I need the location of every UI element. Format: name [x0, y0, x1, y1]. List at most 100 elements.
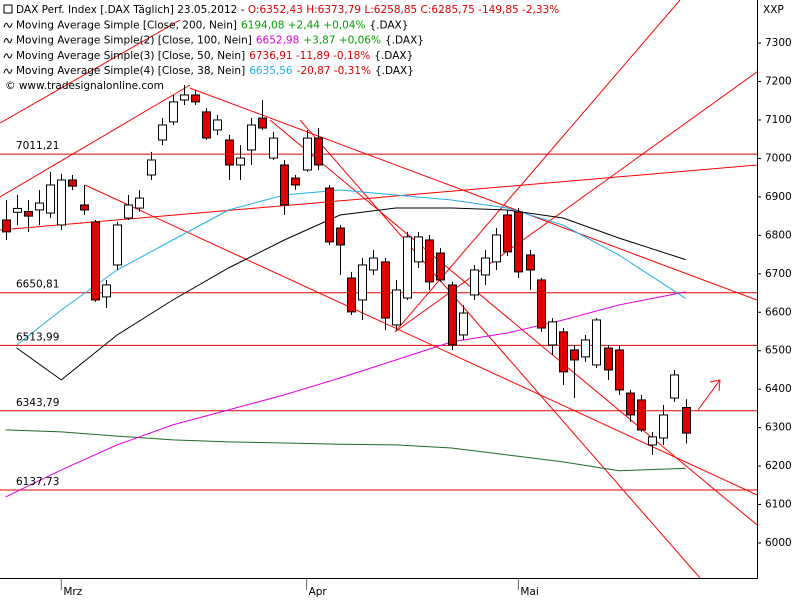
legend-name: Moving Average Simple(2) [Close, 100, Ne…	[16, 35, 252, 47]
indicator-icon	[3, 53, 13, 59]
candle-body	[13, 207, 22, 213]
candle-body	[448, 284, 457, 346]
y-tick-label: 6000	[765, 537, 792, 549]
candle-body	[481, 257, 490, 276]
candle-body	[604, 347, 613, 371]
candle-body	[648, 436, 657, 446]
candle-body	[682, 406, 691, 434]
candle-body	[135, 197, 144, 209]
candle-body	[57, 179, 66, 226]
y-tick-label: 6800	[765, 229, 792, 241]
legend-value: {.DAX}	[369, 19, 408, 31]
candle-body	[615, 349, 624, 391]
candle-body	[358, 264, 367, 301]
legend-value: {.DAX}	[375, 65, 414, 77]
candle-body	[24, 211, 33, 217]
x-tick-label: Mai	[520, 586, 538, 598]
candle-body	[35, 202, 44, 211]
candle-body	[325, 187, 334, 243]
candle-body	[68, 179, 77, 187]
y-tick-label: 7100	[765, 114, 792, 126]
header-title: DAX Perf. Index [.DAX Täglich] 23.05.201…	[16, 4, 559, 16]
candle-body	[403, 236, 412, 299]
candle-body	[581, 339, 590, 358]
candle-body	[158, 124, 167, 141]
candle-body	[436, 252, 445, 281]
title-part: DAX Perf. Index [.DAX Täglich] 23.05.201…	[16, 4, 248, 16]
candle-body	[492, 234, 501, 263]
indicator-icon	[3, 22, 13, 28]
legend-entry: Moving Average Simple(4) [Close, 38, Nei…	[16, 65, 414, 77]
y-tick-label: 6500	[765, 345, 792, 357]
trendline	[189, 87, 757, 301]
x-tick-label: Apr	[309, 586, 328, 598]
candle-body	[526, 254, 535, 271]
candle-body	[124, 204, 133, 219]
candle-body	[236, 157, 245, 166]
candle-body	[670, 374, 679, 399]
symbol-icon	[3, 4, 13, 14]
candle-body	[2, 219, 11, 233]
candle-body	[303, 137, 312, 171]
legend-name: Moving Average Simple(4) [Close, 38, Nei…	[16, 65, 245, 77]
candle-body	[470, 269, 479, 296]
legend-value: 6194,08 +2,44 +0,04%	[241, 19, 365, 31]
title-part: O:6352,43 H:6373,79 L:6258,85 C:6285,75 …	[248, 4, 559, 16]
candle-body	[659, 414, 668, 439]
legend-entry: Moving Average Simple(2) [Close, 100, Ne…	[16, 35, 424, 47]
candle-body	[280, 164, 289, 206]
candle-body	[202, 111, 211, 139]
candle-body	[258, 117, 267, 129]
candle-body	[626, 392, 635, 416]
plot-area	[0, 0, 757, 578]
header: XXP © www.tradesignalonline.com DAX Perf…	[3, 4, 784, 92]
candle-body	[180, 94, 189, 101]
y-tick-label: 6400	[765, 383, 792, 395]
legend-name: Moving Average Simple(3) [Close, 50, Nei…	[16, 50, 245, 62]
y-tick-label: 6700	[765, 268, 792, 280]
y-tick-label: 6600	[765, 306, 792, 318]
legend-entry: Moving Average Simple(3) [Close, 50, Nei…	[16, 50, 413, 62]
candle-body	[225, 139, 234, 166]
trendline	[269, 119, 757, 526]
candle-body	[80, 204, 89, 211]
level-label: 6137,73	[16, 476, 59, 488]
candle-body	[336, 227, 345, 246]
candle-body	[425, 239, 434, 283]
level-label: 6343,79	[16, 397, 59, 409]
candle-body	[46, 184, 55, 214]
arrow	[697, 379, 721, 411]
legend-value: +3,87 +0,06%	[303, 35, 381, 47]
legend-value: {.DAX}	[385, 35, 424, 47]
candle-body	[291, 177, 300, 186]
y-tick-label: 7200	[765, 76, 792, 88]
y-tick-label: 6100	[765, 499, 792, 511]
candle-body	[537, 279, 546, 329]
legend-value: 6652,98	[256, 35, 299, 47]
candle-body	[147, 159, 156, 176]
candle-body	[314, 137, 323, 166]
moving-average-line	[5, 291, 686, 498]
y-tick-label: 6900	[765, 191, 792, 203]
legend-value: {.DAX}	[374, 50, 413, 62]
candle-body	[269, 137, 278, 159]
indicator-icon	[3, 38, 13, 44]
y-tick-label: 6200	[765, 460, 792, 472]
candle-body	[548, 321, 557, 346]
legend-value: -20,87 -0,31%	[297, 65, 371, 77]
moving-average-line	[16, 189, 686, 346]
candle-body	[392, 289, 401, 326]
candle-body	[113, 224, 122, 266]
candle-body	[102, 284, 111, 298]
level-label: 6650,81	[16, 279, 59, 291]
y-tick-label: 7000	[765, 152, 792, 164]
candle-body	[213, 119, 222, 131]
candle-body	[369, 257, 378, 271]
candle-body	[414, 236, 423, 263]
source-note: © www.tradesignalonline.com	[5, 80, 164, 92]
candle-body	[592, 319, 601, 366]
legend-value: 6635,56	[249, 65, 293, 77]
candle-body	[169, 101, 178, 123]
candle-body	[514, 211, 523, 273]
